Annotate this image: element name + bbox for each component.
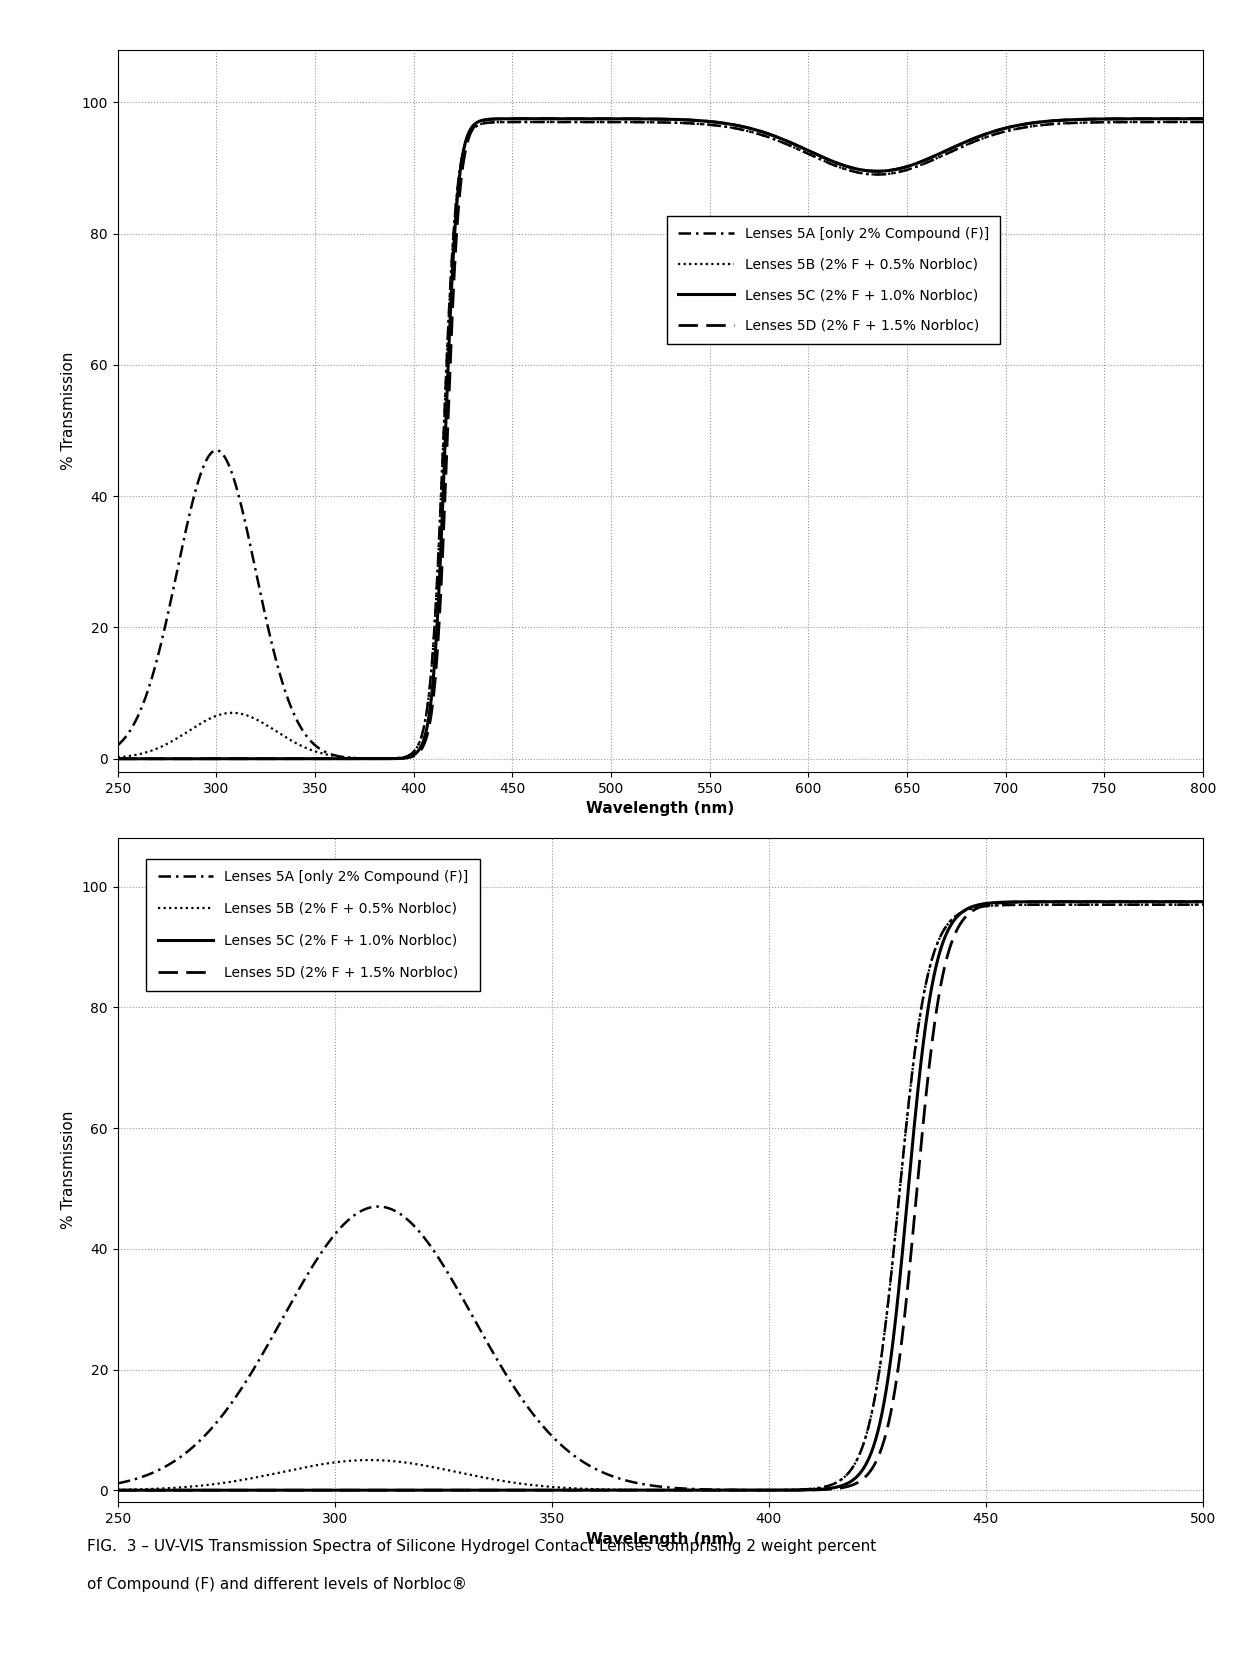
Text: FIG.  3 – UV-VIS Transmission Spectra of Silicone Hydrogel Contact Lenses compri: FIG. 3 – UV-VIS Transmission Spectra of … — [87, 1539, 875, 1554]
Legend: Lenses 5A [only 2% Compound (F)], Lenses 5B (2% F + 0.5% Norbloc), Lenses 5C (2%: Lenses 5A [only 2% Compound (F)], Lenses… — [146, 858, 480, 991]
Y-axis label: % Transmission: % Transmission — [61, 352, 76, 470]
Y-axis label: % Transmission: % Transmission — [61, 1111, 76, 1230]
X-axis label: Wavelength (nm): Wavelength (nm) — [587, 802, 734, 817]
Text: of Compound (F) and different levels of Norbloc®: of Compound (F) and different levels of … — [87, 1577, 466, 1592]
X-axis label: Wavelength (nm): Wavelength (nm) — [587, 1532, 734, 1547]
Legend: Lenses 5A [only 2% Compound (F)], Lenses 5B (2% F + 0.5% Norbloc), Lenses 5C (2%: Lenses 5A [only 2% Compound (F)], Lenses… — [667, 216, 1001, 344]
